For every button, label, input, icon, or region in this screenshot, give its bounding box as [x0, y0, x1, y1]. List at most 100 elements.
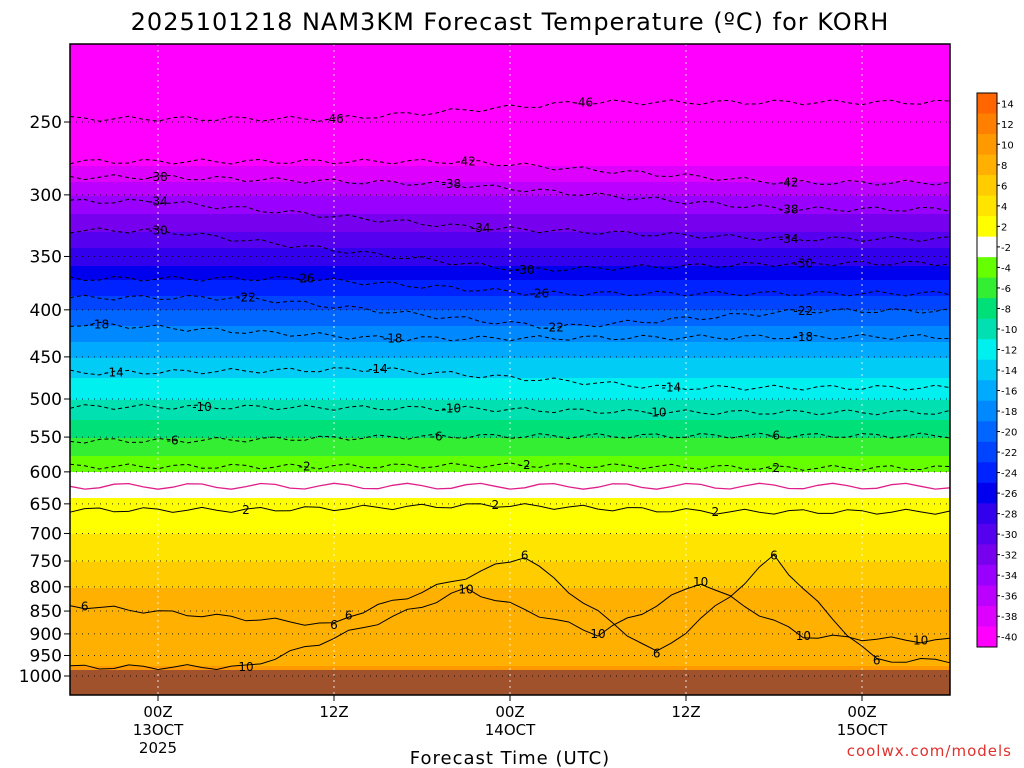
fill-band — [70, 280, 950, 283]
fill-band — [70, 640, 950, 643]
contour-label: -22 — [544, 320, 564, 334]
x-tick-label: 12Z — [671, 703, 700, 721]
fill-band — [70, 208, 950, 211]
fill-band — [70, 244, 950, 247]
fill-band — [70, 646, 950, 649]
contour-label: -34 — [148, 194, 168, 208]
fill-band — [70, 292, 950, 295]
fill-band — [70, 334, 950, 337]
fill-band — [70, 666, 950, 669]
colorbar-swatch — [977, 482, 997, 504]
fill-band — [70, 388, 950, 391]
fill-band — [70, 502, 950, 505]
fill-band — [70, 258, 950, 261]
contour-line — [69, 158, 951, 186]
grid-lines — [70, 44, 950, 695]
fill-band — [70, 622, 950, 625]
fill-band — [70, 636, 950, 639]
y-tick-label: 750 — [30, 552, 62, 572]
fill-band — [70, 484, 950, 487]
fill-band — [70, 264, 950, 267]
colorbar-swatch — [977, 175, 997, 197]
contour-label: 6 — [653, 646, 661, 660]
fill-band — [70, 472, 950, 475]
fill-band — [70, 568, 950, 571]
fill-band — [70, 102, 950, 105]
freezing-line — [69, 482, 951, 490]
colorbar-swatch — [977, 318, 997, 340]
fill-band — [70, 204, 950, 207]
fill-band — [70, 354, 950, 357]
fill-band — [70, 556, 950, 559]
chart-title: 2025101218 NAM3KM Forecast Temperature (… — [131, 8, 890, 36]
contour-label: -34 — [471, 221, 491, 235]
fill-band — [70, 322, 950, 325]
fill-band — [70, 148, 950, 151]
fill-band — [70, 70, 950, 73]
fill-band — [70, 498, 950, 501]
fill-band — [70, 378, 950, 381]
fill-band — [70, 54, 950, 57]
fill-band — [70, 384, 950, 387]
fill-band — [70, 270, 950, 273]
fill-band — [70, 424, 950, 427]
fill-band — [70, 340, 950, 343]
fill-band — [70, 180, 950, 183]
contour-label: -38 — [148, 170, 168, 184]
colorbar-label: 2 — [1001, 222, 1007, 233]
contour-label: -22 — [236, 291, 256, 305]
colorbar-label: -10 — [1001, 325, 1017, 336]
fill-band — [70, 594, 950, 597]
colorbar-label: -30 — [1001, 530, 1017, 541]
fill-band — [70, 156, 950, 159]
contour-line — [69, 583, 951, 671]
fill-band — [70, 588, 950, 591]
contour-label: 10 — [693, 575, 708, 589]
fill-band — [70, 276, 950, 279]
contour-label: -14 — [368, 362, 388, 376]
colorbar-label: 6 — [1001, 181, 1007, 192]
credit-link[interactable]: coolwx.com/models — [847, 742, 1012, 760]
fill-band — [70, 486, 950, 489]
contour-label: -34 — [779, 232, 799, 246]
fill-band — [70, 660, 950, 663]
contour-line — [69, 294, 951, 330]
fill-band — [70, 312, 950, 315]
fill-band — [70, 166, 950, 169]
fill-band — [70, 550, 950, 553]
fill-band — [70, 528, 950, 531]
fill-band — [70, 532, 950, 535]
fill-band — [70, 372, 950, 375]
fill-band — [70, 400, 950, 403]
fill-band — [70, 642, 950, 645]
contour-line — [69, 432, 951, 444]
fill-band — [70, 150, 950, 153]
colorbar-swatch — [977, 462, 997, 484]
contour-line — [69, 462, 951, 471]
y-tick-label: 650 — [30, 495, 62, 515]
colorbar-swatch — [977, 236, 997, 258]
contour-label: -38 — [779, 202, 799, 216]
fill-band — [70, 328, 950, 331]
contour-label: 6 — [521, 549, 529, 563]
colorbar-swatch — [977, 93, 997, 115]
contour-label: -26 — [530, 287, 550, 301]
contour-label: 6 — [345, 609, 353, 623]
colorbar-label: -18 — [1001, 407, 1017, 418]
fill-band — [70, 202, 950, 205]
fill-band — [70, 198, 950, 201]
fill-band — [70, 88, 950, 91]
fill-band — [70, 256, 950, 259]
y-tick-label: 400 — [30, 301, 62, 321]
fill-band — [70, 186, 950, 189]
colorbar-swatch — [977, 134, 997, 156]
contour-label: -30 — [148, 224, 168, 238]
contour-label: -10 — [442, 401, 462, 415]
fill-band — [70, 130, 950, 133]
colorbar-swatch — [977, 626, 997, 648]
colorbar-label: -20 — [1001, 428, 1017, 439]
colorbar-label: -34 — [1001, 571, 1017, 582]
fill-band — [70, 58, 950, 61]
x-tick-label: 2025 — [139, 739, 177, 757]
fill-band — [70, 570, 950, 573]
